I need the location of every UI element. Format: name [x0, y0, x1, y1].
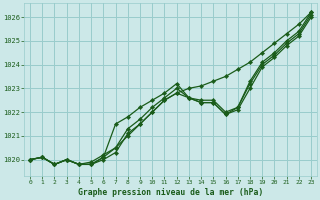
X-axis label: Graphe pression niveau de la mer (hPa): Graphe pression niveau de la mer (hPa)	[78, 188, 263, 197]
